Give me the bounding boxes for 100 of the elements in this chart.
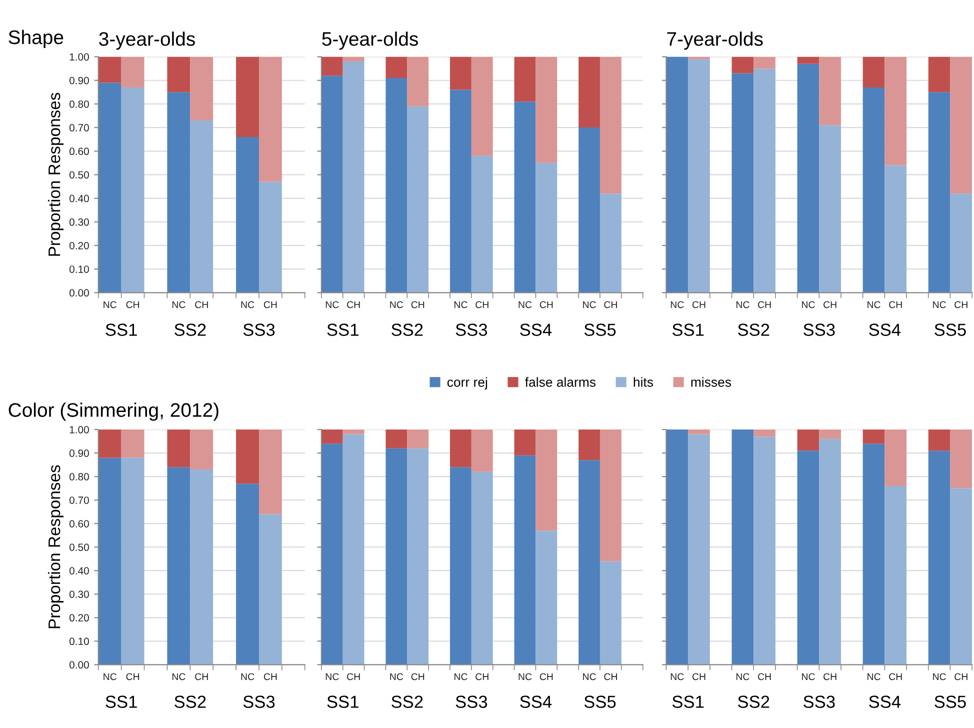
bar — [407, 56, 429, 106]
y-tick-label: 0.70 — [69, 496, 89, 504]
bar — [167, 430, 190, 468]
x-tick-label: NC — [868, 301, 880, 308]
bar — [450, 430, 472, 468]
x-tick-label: CH — [476, 673, 488, 680]
bar — [754, 436, 776, 665]
text: SS2 — [738, 324, 770, 336]
bar — [121, 56, 144, 88]
x-tick-label: NC — [518, 301, 532, 308]
bar — [950, 430, 972, 488]
x-tick-label: CH — [758, 301, 771, 308]
bar — [536, 430, 558, 531]
bar — [321, 444, 343, 665]
y-tick-label: 0.10 — [69, 638, 89, 646]
bar — [928, 92, 950, 293]
bar — [190, 469, 214, 665]
bar — [732, 56, 754, 74]
bar — [797, 64, 820, 293]
text: SS5 — [584, 696, 616, 708]
bar — [407, 448, 429, 665]
bar — [342, 56, 364, 62]
bar — [536, 56, 558, 163]
legend-label: hits — [634, 377, 653, 387]
x-tick-label: CH — [264, 673, 277, 680]
x-tick-label: CH — [195, 301, 208, 308]
bar — [190, 56, 214, 120]
y-tick-label: 1.00 — [70, 53, 89, 61]
bar — [450, 56, 472, 90]
bar — [236, 136, 259, 293]
text: SS3 — [243, 696, 275, 708]
y-tick-label: 1.00 — [70, 426, 89, 434]
bar — [258, 182, 282, 293]
bar — [688, 59, 710, 293]
bar — [471, 156, 493, 293]
x-tick-label: CH — [540, 673, 553, 680]
bar — [236, 484, 259, 665]
bar — [514, 56, 536, 102]
chart-subtitle: Shape — [8, 30, 64, 48]
bar — [258, 430, 282, 514]
bar — [321, 430, 343, 444]
bar — [167, 467, 190, 665]
text: SS3 — [804, 696, 835, 708]
text: SS5 — [934, 324, 966, 336]
bar — [819, 430, 841, 439]
x-tick-label: NC — [736, 301, 750, 308]
text: SS1 — [327, 696, 358, 708]
bar — [121, 430, 144, 458]
y-tick-label: 0.80 — [69, 100, 89, 108]
bar — [98, 82, 122, 293]
bar — [928, 430, 950, 451]
x-tick-label: CH — [411, 673, 424, 680]
x-tick-label: NC — [933, 673, 946, 680]
legend-label: misses — [691, 377, 731, 387]
text: SS1 — [106, 324, 137, 336]
bar — [407, 430, 429, 448]
x-tick-label: NC — [454, 301, 468, 308]
y-tick-label: 0.20 — [69, 242, 89, 250]
text: SS5 — [584, 324, 616, 336]
y-axis-title: Proportion Responses — [48, 92, 64, 256]
bar — [236, 430, 259, 484]
x-tick-label: CH — [889, 301, 902, 308]
bar — [819, 438, 841, 665]
bar — [688, 434, 710, 665]
x-tick-label: NC — [172, 301, 186, 308]
y-tick-label: 0.30 — [69, 218, 89, 226]
text: SS1 — [106, 696, 137, 708]
bar — [98, 56, 122, 83]
bar — [121, 458, 144, 665]
legend-label: corr rej — [447, 377, 488, 390]
y-tick-label: 0.40 — [69, 567, 89, 574]
bar — [884, 486, 907, 665]
y-tick-label: 0.40 — [69, 194, 89, 202]
text: SS3 — [804, 324, 835, 336]
x-tick-label: CH — [195, 673, 208, 680]
bar — [819, 56, 841, 126]
x-tick-label: NC — [583, 673, 596, 680]
x-tick-label: CH — [758, 673, 771, 680]
bar — [884, 165, 907, 293]
bar — [167, 56, 190, 92]
text: SS3 — [243, 324, 275, 336]
text: SS2 — [174, 324, 206, 336]
y-tick-label: 0.90 — [69, 76, 89, 84]
bar — [471, 430, 493, 472]
x-tick-label: NC — [802, 673, 815, 680]
bar — [884, 430, 907, 486]
text: SS5 — [934, 696, 966, 708]
text: SS3 — [456, 696, 488, 708]
x-tick-label: CH — [692, 673, 706, 680]
bar — [578, 56, 600, 128]
y-tick-label: 0.90 — [69, 450, 89, 457]
bar — [407, 106, 429, 293]
x-tick-label: NC — [670, 301, 684, 308]
bar — [884, 56, 907, 166]
bar — [797, 56, 820, 64]
legend-label: false alarms — [525, 377, 596, 387]
bar — [98, 458, 122, 665]
x-tick-label: NC — [518, 673, 532, 680]
bar — [342, 430, 364, 434]
bar — [98, 430, 122, 458]
